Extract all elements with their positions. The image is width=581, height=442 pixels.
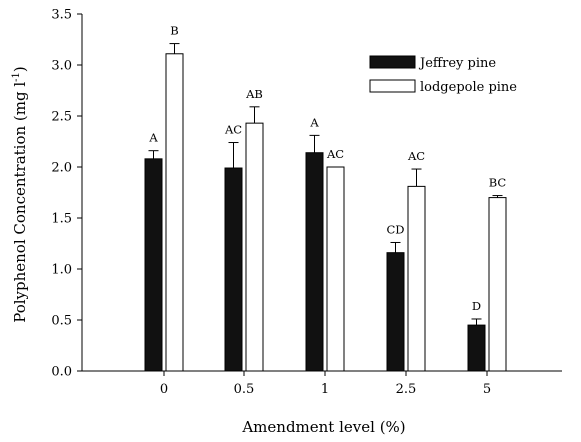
legend-swatch-lodgepole-pine (369, 79, 416, 93)
x-tick-label: 0.5 (234, 382, 255, 397)
y-axis-title-superscript: -1 (11, 72, 22, 82)
legend-swatch-jeffrey-pine (369, 55, 416, 69)
significance-label-lodgepole-pine: AC (326, 147, 344, 161)
significance-label-jeffrey-pine: AC (224, 123, 242, 137)
bar-lodgepole-pine (407, 185, 426, 372)
significance-label-lodgepole-pine: B (170, 24, 178, 38)
x-tick-label: 2.5 (396, 382, 417, 397)
bar-lodgepole-pine (245, 122, 264, 372)
significance-label-jeffrey-pine: A (148, 131, 158, 145)
bar-lodgepole-pine (488, 197, 507, 372)
significance-label-lodgepole-pine: BC (489, 176, 507, 190)
y-tick-label: 3.0 (51, 59, 72, 74)
significance-label-jeffrey-pine: D (472, 299, 481, 313)
significance-label-jeffrey-pine: CD (386, 222, 404, 236)
axes: 0.0 0.5 1.0 1.5 2.0 2.5 3.0 3.5 0 0.5 1 2.5 5 (51, 8, 562, 397)
x-axis-title: Amendment level (%) (241, 418, 405, 436)
legend-label-jeffrey-pine: Jeffrey pine (418, 56, 496, 71)
significance-label-lodgepole-pine: AC (407, 149, 425, 163)
y-tick-label: 1.5 (51, 212, 72, 227)
significance-label-lodgepole-pine: AB (245, 87, 263, 101)
bar-jeffrey-pine (467, 324, 486, 372)
significance-label-jeffrey-pine: A (309, 115, 319, 129)
bars (144, 53, 507, 372)
x-tick-label: 0 (160, 382, 168, 397)
y-tick-label: 2.5 (51, 110, 72, 125)
x-tick-label: 1 (321, 382, 329, 397)
bar-jeffrey-pine (144, 158, 163, 372)
bar-jeffrey-pine (386, 252, 405, 372)
y-axis-title: Polyphenol Concentration (mg l-1) (11, 66, 29, 323)
y-tick-label: 3.5 (51, 8, 72, 23)
y-axis-title-main: Polyphenol Concentration (mg l (11, 82, 29, 323)
legend: Jeffrey pine lodgepole pine (369, 55, 517, 95)
bar-jeffrey-pine (305, 152, 324, 372)
y-tick-label: 2.0 (51, 161, 72, 176)
bar-lodgepole-pine (165, 53, 184, 372)
y-tick-label: 0.0 (51, 365, 72, 380)
x-tick-label: 5 (483, 382, 491, 397)
bar-jeffrey-pine (224, 167, 243, 372)
y-tick-label: 0.5 (51, 314, 72, 329)
error-bars (148, 43, 503, 326)
significance-labels: A AC A CD D B AB AC AC BC (148, 24, 506, 313)
legend-label-lodgepole-pine: lodgepole pine (420, 80, 517, 95)
y-axis-title-close: ) (11, 66, 29, 72)
y-ticks: 0.0 0.5 1.0 1.5 2.0 2.5 3.0 3.5 (51, 8, 82, 380)
bar-lodgepole-pine (326, 166, 345, 372)
x-ticks: 0 0.5 1 2.5 5 (160, 371, 491, 397)
y-tick-label: 1.0 (51, 263, 72, 278)
